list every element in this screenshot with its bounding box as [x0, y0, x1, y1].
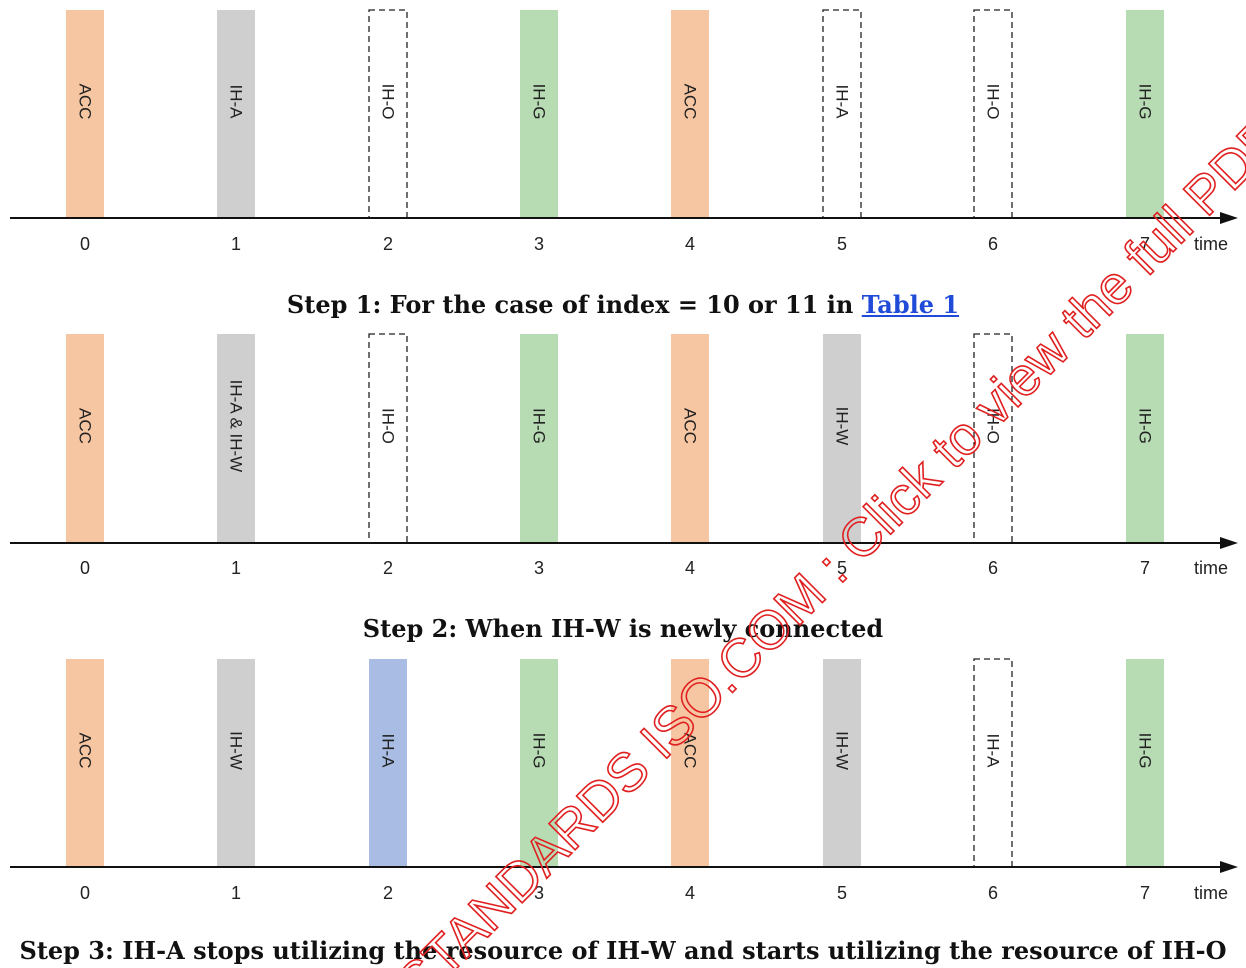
step-2-caption: Step 2: When IH-W is newly connected — [0, 614, 1246, 643]
slot-label: IH-A — [379, 734, 398, 769]
step-3-caption-text: Step 3: IH-A stops utilizing the resourc… — [19, 936, 1227, 965]
slot-acc-t0 — [66, 10, 104, 218]
tick-label-3: 3 — [534, 234, 544, 254]
slot-label: IH-W — [227, 731, 246, 770]
slot-acc-t0 — [66, 334, 104, 543]
tick-label-2: 2 — [383, 883, 393, 903]
slot-ih-g-t7 — [1126, 334, 1164, 543]
slot-label: IH-A & IH-W — [227, 380, 246, 473]
slot-label: IH-O — [379, 408, 398, 444]
timeline-step-3: ACC IH-W IH-A IH-G ACC IH-W IH-A IH-G 0 1 2 3 4 5 6 7 ti… — [10, 658, 1238, 903]
tick-label-6: 6 — [988, 558, 998, 578]
slot-ih-o-t6 — [973, 333, 1013, 544]
step-2-caption-text: Step 2: When IH-W is newly connected — [362, 614, 884, 643]
slot-ih-g-t3 — [520, 334, 558, 543]
slot-ih-g-t7 — [1126, 659, 1164, 867]
tick-label-4: 4 — [685, 234, 695, 254]
slot-label: IH-O — [984, 84, 1003, 120]
tick-label-3: 3 — [534, 558, 544, 578]
slot-ih-w-t5 — [823, 659, 861, 867]
tick-label-1: 1 — [231, 883, 241, 903]
time-axis-label: time — [1194, 234, 1228, 254]
timeline-step-2: ACC IH-A & IH-W IH-O IH-G ACC IH-W IH-O IH-G 0 1 2… — [10, 333, 1238, 578]
slot-ih-w-t5 — [823, 334, 861, 543]
slot-acc-t4 — [671, 10, 709, 218]
tick-label-4: 4 — [685, 883, 695, 903]
slot-label: ACC — [76, 408, 95, 444]
tick-label-0: 0 — [80, 234, 90, 254]
tick-label-7: 7 — [1140, 883, 1150, 903]
slot-acc-t4 — [671, 659, 709, 867]
time-axis-label: time — [1194, 558, 1228, 578]
slot-label: IH-W — [833, 407, 852, 446]
slot-label: IH-G — [1136, 84, 1155, 120]
slot-ih-g-t3 — [520, 659, 558, 867]
tick-label-5: 5 — [837, 234, 847, 254]
slot-ih-g-t7 — [1126, 10, 1164, 218]
tick-label-6: 6 — [988, 234, 998, 254]
slot-ih-g-t3 — [520, 10, 558, 218]
step-1-caption: Step 1: For the case of index = 10 or 11… — [0, 290, 1246, 319]
slot-ih-a-ih-w-t1 — [217, 334, 255, 543]
tick-label-5: 5 — [837, 883, 847, 903]
slot-acc-t0 — [66, 659, 104, 867]
slot-label: ACC — [681, 733, 700, 769]
slot-ih-o-t2 — [368, 9, 408, 219]
slot-label: IH-A — [227, 85, 246, 120]
tick-label-0: 0 — [80, 558, 90, 578]
slot-ih-a-t1 — [217, 10, 255, 218]
slot-acc-t4 — [671, 334, 709, 543]
slot-label: ACC — [76, 84, 95, 120]
slot-label: IH-O — [984, 408, 1003, 444]
time-axis-label: time — [1194, 883, 1228, 903]
slot-label: IH-G — [530, 733, 549, 769]
slot-label: IH-G — [1136, 733, 1155, 769]
tick-label-2: 2 — [383, 234, 393, 254]
slot-ih-a-t6 — [973, 658, 1013, 868]
slot-ih-a-t5 — [822, 9, 862, 219]
slot-ih-a-t2 — [369, 659, 407, 867]
slot-ih-w-t1 — [217, 659, 255, 867]
tick-label-1: 1 — [231, 558, 241, 578]
tick-label-5: 5 — [837, 558, 847, 578]
tick-label-7: 7 — [1140, 558, 1150, 578]
table-1-link[interactable]: Table 1 — [861, 290, 960, 319]
slot-label: ACC — [76, 733, 95, 769]
axis-arrowhead — [1220, 212, 1238, 224]
slot-label: IH-A — [984, 734, 1003, 769]
tick-label-3: 3 — [534, 883, 544, 903]
axis-arrowhead — [1220, 861, 1238, 873]
slot-label: IH-G — [530, 408, 549, 444]
slot-label: IH-G — [1136, 408, 1155, 444]
tick-label-7: 7 — [1140, 234, 1150, 254]
timeline-step-1: ACC IH-A IH-O IH-G ACC IH-A IH-O IH-G 0 1 2 3 4 5 6 7 ti… — [10, 9, 1238, 254]
slot-label: IH-O — [379, 84, 398, 120]
tick-label-1: 1 — [231, 234, 241, 254]
tick-label-6: 6 — [988, 883, 998, 903]
slot-label: IH-A — [833, 85, 852, 120]
tick-label-2: 2 — [383, 558, 393, 578]
tick-label-0: 0 — [80, 883, 90, 903]
tick-label-4: 4 — [685, 558, 695, 578]
slot-label: IH-G — [530, 84, 549, 120]
axis-arrowhead — [1220, 537, 1238, 549]
step-1-caption-text: Step 1: For the case of index = 10 or 11… — [286, 290, 862, 319]
step-3-caption: Step 3: IH-A stops utilizing the resourc… — [0, 936, 1246, 965]
slot-label: IH-W — [833, 731, 852, 770]
slot-label: ACC — [681, 84, 700, 120]
slot-label: ACC — [681, 408, 700, 444]
